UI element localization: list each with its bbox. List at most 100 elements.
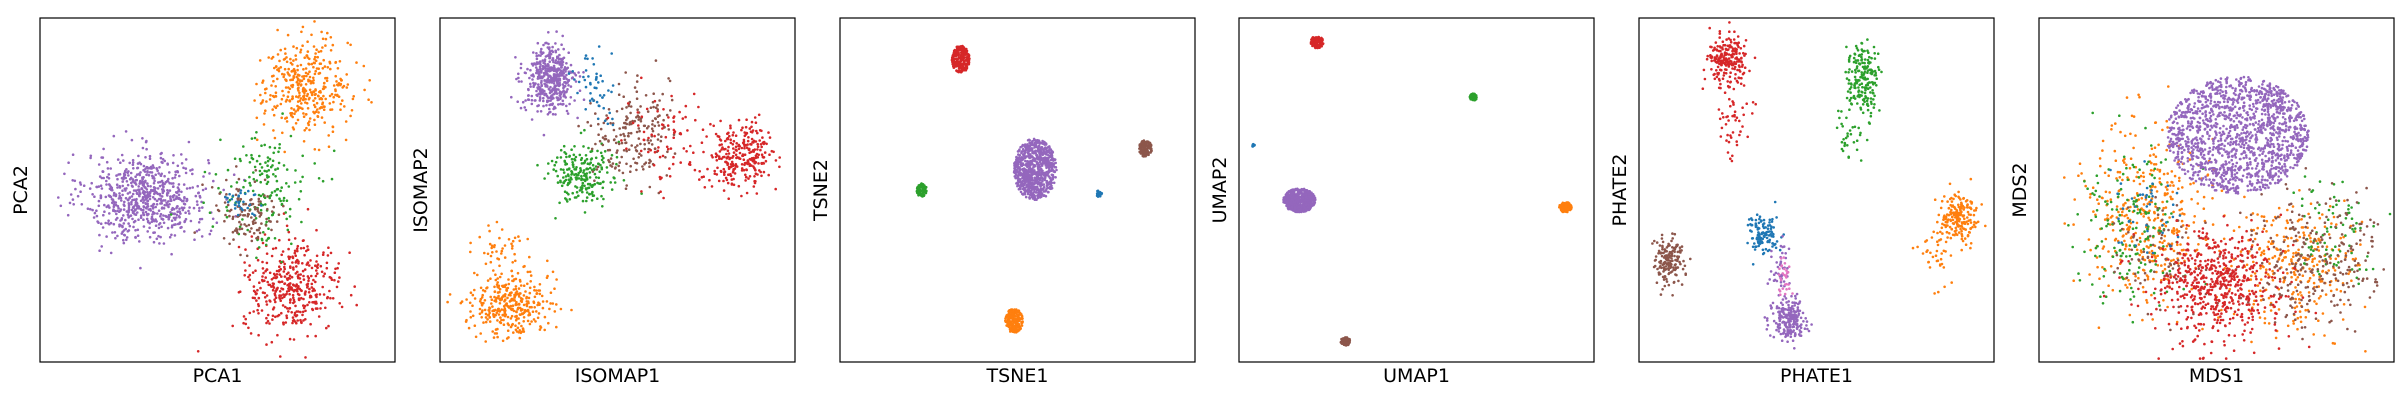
data-point bbox=[689, 144, 692, 148]
data-point bbox=[653, 150, 657, 154]
data-point bbox=[639, 105, 642, 108]
data-point bbox=[314, 52, 317, 55]
data-point bbox=[558, 53, 561, 57]
data-point bbox=[754, 140, 758, 143]
data-point bbox=[167, 213, 171, 217]
data-point bbox=[629, 111, 632, 115]
data-point bbox=[304, 101, 307, 104]
data-point bbox=[334, 74, 338, 78]
data-point bbox=[715, 154, 719, 157]
data-point bbox=[318, 62, 322, 65]
data-point bbox=[100, 245, 103, 248]
data-point bbox=[287, 289, 291, 293]
data-point bbox=[159, 212, 163, 216]
data-point bbox=[544, 41, 547, 45]
data-point bbox=[603, 119, 607, 123]
data-point bbox=[566, 88, 569, 91]
data-point bbox=[336, 266, 339, 270]
data-point bbox=[606, 122, 610, 126]
panel-pca: PCA1 PCA2 bbox=[10, 17, 396, 387]
data-point bbox=[536, 110, 539, 113]
data-point bbox=[294, 272, 298, 275]
data-point bbox=[521, 100, 525, 104]
data-point bbox=[513, 236, 517, 240]
data-point bbox=[635, 97, 639, 100]
data-point bbox=[609, 121, 612, 125]
data-point bbox=[112, 203, 116, 206]
data-point bbox=[1045, 179, 1049, 183]
data-point bbox=[1145, 140, 1149, 143]
data-point bbox=[273, 136, 277, 140]
data-point bbox=[756, 142, 759, 146]
data-point bbox=[281, 112, 284, 115]
data-point bbox=[1017, 150, 1020, 153]
data-point bbox=[505, 302, 508, 305]
data-point bbox=[957, 65, 961, 68]
data-point bbox=[314, 59, 318, 63]
data-point bbox=[479, 286, 483, 290]
data-point bbox=[290, 107, 293, 110]
data-point bbox=[710, 154, 713, 157]
data-point bbox=[574, 73, 578, 77]
data-point bbox=[319, 307, 322, 310]
data-point bbox=[244, 192, 247, 196]
data-point bbox=[1020, 315, 1024, 318]
data-point bbox=[640, 115, 644, 118]
data-point bbox=[319, 89, 322, 93]
data-point bbox=[526, 67, 529, 71]
data-point bbox=[351, 97, 355, 101]
data-point bbox=[177, 197, 180, 200]
data-point bbox=[523, 106, 526, 109]
data-point bbox=[322, 58, 326, 62]
data-point bbox=[586, 162, 590, 165]
data-point bbox=[170, 219, 174, 222]
data-point bbox=[570, 308, 573, 312]
data-point bbox=[609, 181, 612, 184]
data-point bbox=[744, 133, 748, 136]
data-point bbox=[565, 77, 568, 81]
data-point bbox=[226, 196, 229, 200]
data-point bbox=[735, 149, 738, 152]
data-point bbox=[180, 206, 184, 209]
data-point bbox=[302, 140, 306, 143]
data-point bbox=[552, 60, 555, 64]
data-point bbox=[534, 320, 537, 323]
data-point bbox=[243, 214, 247, 217]
data-point bbox=[1025, 185, 1028, 189]
data-point bbox=[297, 82, 301, 85]
data-point bbox=[265, 170, 269, 173]
data-point bbox=[1031, 162, 1034, 166]
data-point bbox=[259, 208, 263, 212]
data-point bbox=[292, 296, 295, 300]
data-point bbox=[657, 124, 661, 127]
data-point bbox=[130, 195, 134, 198]
data-point bbox=[228, 242, 231, 246]
data-point bbox=[258, 162, 262, 166]
data-point bbox=[610, 165, 614, 168]
data-point bbox=[532, 81, 535, 85]
data-point bbox=[528, 255, 531, 259]
data-point bbox=[956, 49, 959, 52]
data-point bbox=[145, 217, 149, 221]
data-point bbox=[217, 209, 221, 213]
data-point bbox=[542, 99, 545, 103]
data-point bbox=[517, 295, 521, 298]
data-point bbox=[173, 212, 176, 215]
data-point bbox=[541, 88, 544, 91]
data-point bbox=[312, 65, 315, 69]
data-point bbox=[1047, 190, 1050, 194]
data-point bbox=[500, 252, 503, 255]
data-point bbox=[758, 139, 761, 142]
data-point bbox=[483, 308, 487, 312]
data-point bbox=[573, 99, 576, 102]
data-point bbox=[517, 322, 521, 325]
data-point bbox=[1038, 178, 1042, 182]
data-point bbox=[543, 328, 546, 332]
data-point bbox=[133, 181, 136, 184]
data-point bbox=[570, 76, 574, 80]
data-point bbox=[657, 191, 661, 195]
data-point bbox=[328, 289, 331, 293]
data-point bbox=[757, 113, 761, 117]
data-point bbox=[963, 61, 966, 64]
data-point bbox=[268, 271, 272, 275]
